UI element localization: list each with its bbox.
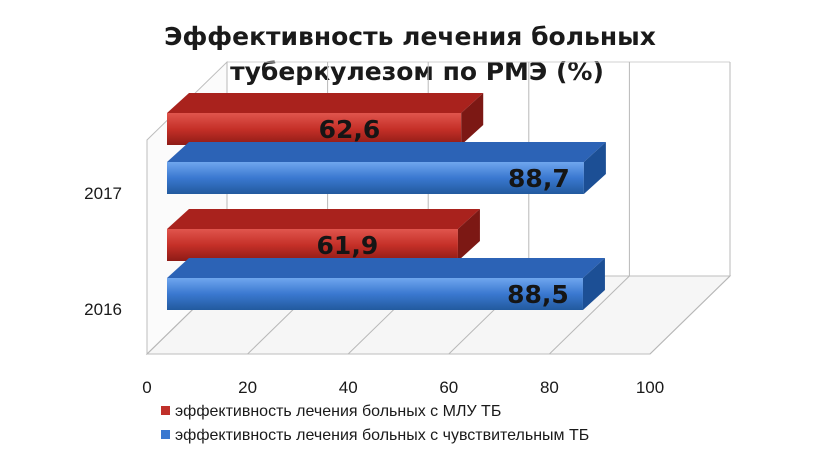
bar-top (167, 93, 484, 113)
bar-sensitive-2017 (167, 142, 606, 194)
gridline-floor (549, 275, 630, 355)
bar-mdr-2016 (167, 209, 480, 261)
bar-top (167, 142, 606, 162)
chart-title-line-2: туберкулезом по РМЭ (%) (230, 57, 604, 86)
data-label: 88,5 (507, 280, 569, 309)
bar-side (461, 93, 484, 145)
bar-sensitive-2016 (167, 258, 605, 310)
chart-title-line-1: Эффективность лечения больных (164, 22, 656, 51)
bar-front (167, 229, 458, 261)
legend-swatch-mdr (161, 406, 170, 415)
bars (167, 93, 606, 310)
legend: эффективность лечения больных с МЛУ ТБ э… (161, 403, 589, 444)
y-axis: 2016 2017 (84, 184, 122, 319)
y-category-label: 2016 (84, 300, 122, 319)
x-tick-label: 100 (636, 378, 664, 397)
x-axis: 0 20 40 60 80 100 (142, 378, 664, 397)
x-tick-label: 60 (439, 378, 458, 397)
data-label: 88,7 (508, 164, 570, 193)
legend-label-mdr: эффективность лечения больных с МЛУ ТБ (175, 403, 501, 420)
bar-side (457, 209, 480, 261)
legend-item-sensitive: эффективность лечения больных с чувствит… (161, 427, 589, 444)
bar-front (167, 278, 583, 310)
legend-swatch-sensitive (161, 430, 170, 439)
x-tick-label: 20 (238, 378, 257, 397)
bar-side (582, 258, 605, 310)
x-tick-label: 80 (540, 378, 559, 397)
gridline-floor (649, 275, 731, 355)
bar-top (167, 209, 480, 229)
bar-front (167, 113, 462, 145)
data-labels: 61,9 88,5 62,6 88,7 (317, 115, 570, 309)
bar-mdr-2017 (167, 93, 484, 145)
x-tick-label: 0 (142, 378, 151, 397)
y-category-label: 2017 (84, 184, 122, 203)
bar-top (167, 258, 605, 278)
legend-item-mdr: эффективность лечения больных с МЛУ ТБ (161, 403, 501, 420)
data-label: 61,9 (317, 231, 379, 260)
legend-label-sensitive: эффективность лечения больных с чувствит… (175, 427, 589, 444)
x-tick-label: 40 (339, 378, 358, 397)
data-label: 62,6 (319, 115, 381, 144)
bar-front (167, 162, 584, 194)
chart-title: Эффективность лечения больных туберкулез… (164, 22, 656, 86)
bar-side (583, 142, 606, 194)
